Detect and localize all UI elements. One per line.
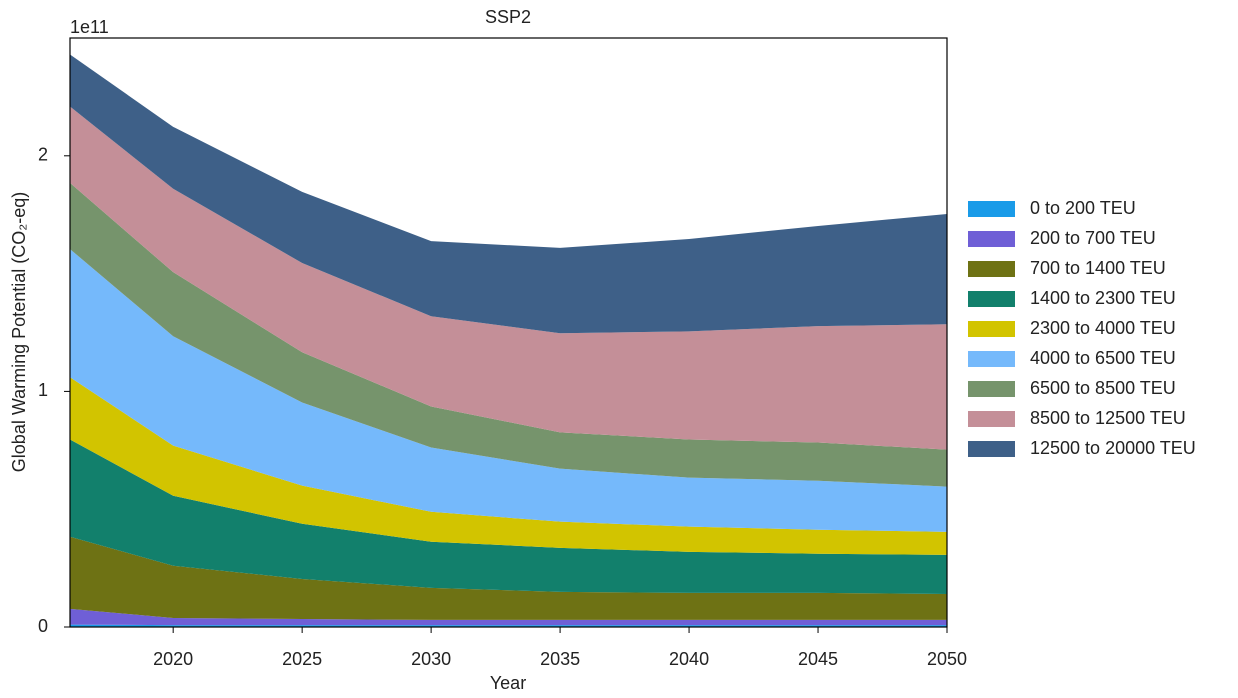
legend-label: 0 to 200 TEU	[1030, 198, 1136, 218]
area	[70, 377, 947, 555]
legend-swatch	[968, 231, 1015, 247]
area	[70, 249, 947, 532]
x-tick-label: 2050	[927, 649, 967, 669]
legend-swatch	[968, 201, 1015, 217]
area	[70, 439, 947, 595]
legend-swatch	[968, 441, 1015, 457]
legend-swatch	[968, 351, 1015, 367]
y-tick-label: 1	[38, 380, 48, 400]
area	[70, 106, 947, 450]
y-tick-label: 0	[38, 616, 48, 636]
x-tick-label: 2025	[282, 649, 322, 669]
legend-label: 2300 to 4000 TEU	[1030, 318, 1176, 338]
legend-swatch	[968, 321, 1015, 337]
legend-label: 8500 to 12500 TEU	[1030, 408, 1186, 428]
area	[70, 536, 947, 620]
legend-swatch	[968, 381, 1015, 397]
area	[70, 608, 947, 626]
x-tick-label: 2030	[411, 649, 451, 669]
legend-swatch	[968, 291, 1015, 307]
offset-label: 1e11	[70, 17, 109, 37]
x-tick-label: 2040	[669, 649, 709, 669]
y-tick-label: 2	[38, 145, 48, 165]
x-axis-label: Year	[490, 673, 526, 693]
legend-label: 1400 to 2300 TEU	[1030, 288, 1176, 308]
plot-frame	[69, 37, 948, 628]
legend-swatch	[968, 261, 1015, 277]
x-tick-label: 2020	[153, 649, 193, 669]
legend-label: 700 to 1400 TEU	[1030, 258, 1166, 278]
legend-label: 4000 to 6500 TEU	[1030, 348, 1176, 368]
legend-label: 6500 to 8500 TEU	[1030, 378, 1176, 398]
area	[70, 182, 947, 487]
y-axis-label: Global Warming Potential (CO₂-eq)	[9, 192, 29, 472]
legend-swatch	[968, 411, 1015, 427]
chart-title: SSP2	[485, 7, 531, 27]
legend-label: 200 to 700 TEU	[1030, 228, 1156, 248]
area	[70, 54, 947, 334]
x-tick-label: 2035	[540, 649, 580, 669]
x-tick-label: 2045	[798, 649, 838, 669]
legend-label: 12500 to 20000 TEU	[1030, 438, 1196, 458]
